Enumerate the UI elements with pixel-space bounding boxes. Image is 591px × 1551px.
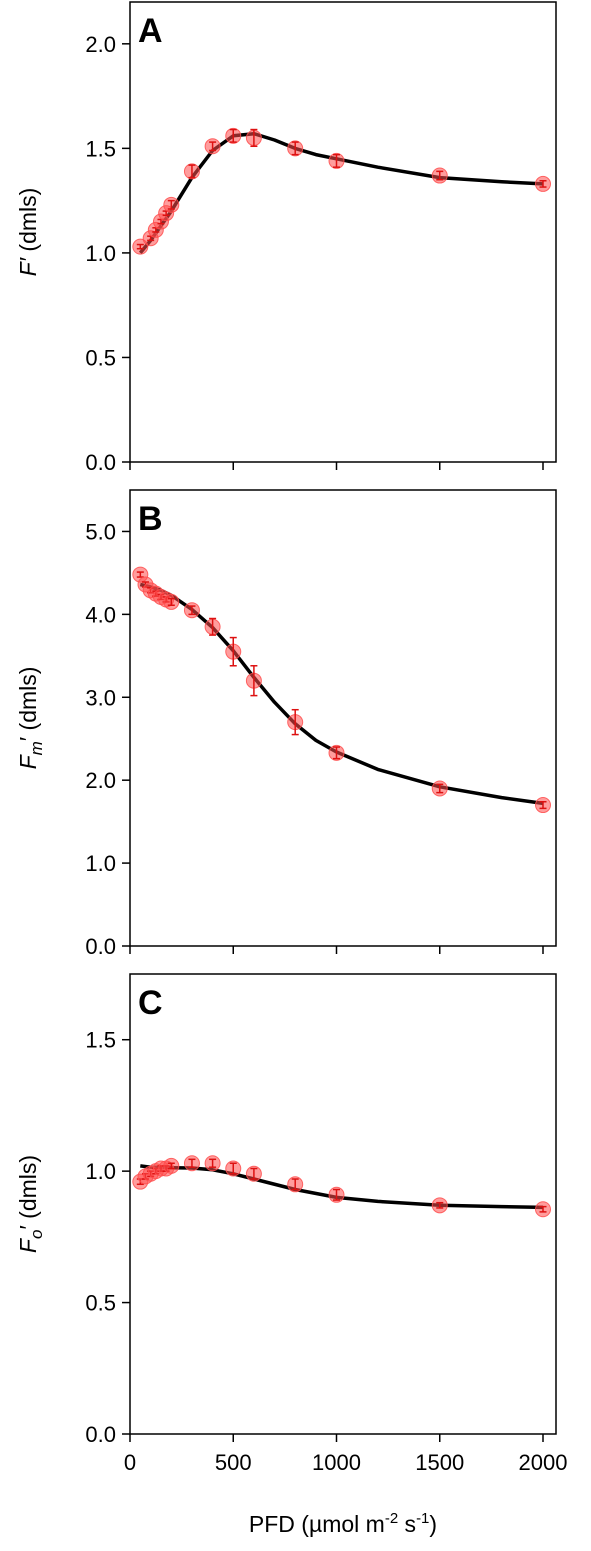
- data-point: [183, 1155, 200, 1172]
- x-tick-label: 1000: [312, 1450, 361, 1475]
- axis-ticks: 0.0 0.5 1.0 1.5 0 500 1000 1500 2000: [85, 1028, 567, 1475]
- panel-b: B 0.0 1.0 2.0 3.0 4.0 5.0 Fm′ (dmls): [15, 489, 557, 959]
- y-tick-label: 0.5: [85, 1291, 116, 1316]
- data-point: [535, 1201, 551, 1218]
- data-point: [183, 602, 200, 619]
- data-point: [132, 238, 149, 255]
- y-tick-label: 2.0: [85, 32, 116, 57]
- data-point: [225, 636, 242, 667]
- fit-line: [140, 1164, 544, 1210]
- y-tick-label: 0.0: [85, 1422, 116, 1447]
- data-point: [183, 163, 200, 180]
- data-point: [225, 127, 242, 144]
- y-label-unit: (dmls): [15, 188, 41, 258]
- y-tick-label: 1.0: [85, 851, 116, 876]
- x-label-mid: s: [398, 1511, 416, 1537]
- y-tick-label: 3.0: [85, 685, 116, 710]
- data-point: [245, 665, 262, 697]
- plot-frame: [129, 489, 557, 947]
- panel-letter-b: B: [138, 500, 163, 538]
- panel-letter-a: A: [138, 12, 163, 50]
- y-label-main: F: [15, 753, 41, 769]
- plot-frame: [129, 1, 557, 463]
- y-tick-label: 2.0: [85, 768, 116, 793]
- data-points-group: [132, 1155, 551, 1218]
- y-label-sub: m: [27, 741, 46, 755]
- y-tick-label: 0.0: [85, 450, 116, 475]
- x-tick-label: 0: [124, 1450, 136, 1475]
- data-point: [328, 744, 345, 761]
- y-tick-label: 1.0: [85, 241, 116, 266]
- data-point: [163, 593, 180, 610]
- fit-line: [138, 131, 544, 255]
- axis-ticks: 0.0 1.0 2.0 3.0 4.0 5.0: [85, 519, 544, 959]
- data-point: [204, 1155, 221, 1172]
- x-axis-label: PFD (µmol m-2 s-1): [249, 1510, 437, 1537]
- data-point: [431, 167, 448, 184]
- y-tick-label: 1.0: [85, 1159, 116, 1184]
- y-axis-label: Fm′ (dmls): [15, 667, 46, 770]
- fit-line: [139, 582, 544, 806]
- plot-frame: [129, 973, 557, 1435]
- data-point: [245, 128, 262, 148]
- y-axis-label: F′ (dmls): [15, 188, 41, 277]
- y-axis-label: Fo′ (dmls): [15, 1155, 46, 1253]
- fit-line-group: [139, 582, 544, 806]
- y-tick-label: 1.5: [85, 1028, 116, 1053]
- y-label-main: F: [15, 1237, 41, 1253]
- data-point: [225, 1160, 242, 1177]
- data-point: [287, 1176, 304, 1193]
- fit-line-group: [140, 1164, 544, 1210]
- panel-c: C 0.0 0.5 1.0 1.5 0 500 1000 1500 2000 Fo′ (dmls…: [15, 973, 567, 1475]
- y-tick-label: 5.0: [85, 519, 116, 544]
- data-point: [535, 797, 551, 814]
- y-tick-label: 0.0: [85, 934, 116, 959]
- data-point: [535, 175, 551, 192]
- data-point: [431, 780, 448, 797]
- data-point: [163, 196, 180, 213]
- x-label-main: PFD (µmol m: [249, 1511, 385, 1537]
- panel-a: A 0.0 0.5 1.0 1.5 2.0 F′ (dmls): [15, 1, 557, 475]
- data-points-group: [132, 566, 551, 814]
- data-point: [245, 1165, 262, 1182]
- data-point: [163, 1157, 180, 1174]
- data-point: [204, 138, 221, 155]
- data-point: [328, 1186, 345, 1203]
- y-tick-label: 0.5: [85, 345, 116, 370]
- x-tick-label: 1500: [415, 1450, 464, 1475]
- y-label-unit: ′ (dmls): [15, 1155, 41, 1230]
- axis-ticks: 0.0 0.5 1.0 1.5 2.0: [85, 32, 544, 475]
- y-label-sub: o: [27, 1230, 46, 1239]
- x-tick-label: 2000: [519, 1450, 568, 1475]
- data-point: [204, 617, 221, 636]
- data-point: [431, 1197, 448, 1214]
- y-tick-label: 4.0: [85, 602, 116, 627]
- panel-letter-c: C: [138, 984, 163, 1022]
- data-points-group: [132, 127, 551, 255]
- data-point: [287, 140, 304, 157]
- data-point: [328, 152, 345, 169]
- fit-line-group: [138, 131, 544, 255]
- y-label-unit: ′ (dmls): [15, 667, 41, 742]
- y-label-main: F′: [15, 257, 41, 276]
- x-label-sup2: -1: [416, 1510, 429, 1527]
- x-tick-label: 500: [215, 1450, 252, 1475]
- x-label-end: ): [429, 1511, 437, 1537]
- y-tick-label: 1.5: [85, 136, 116, 161]
- x-label-sup1: -2: [385, 1510, 398, 1527]
- data-point: [287, 708, 304, 736]
